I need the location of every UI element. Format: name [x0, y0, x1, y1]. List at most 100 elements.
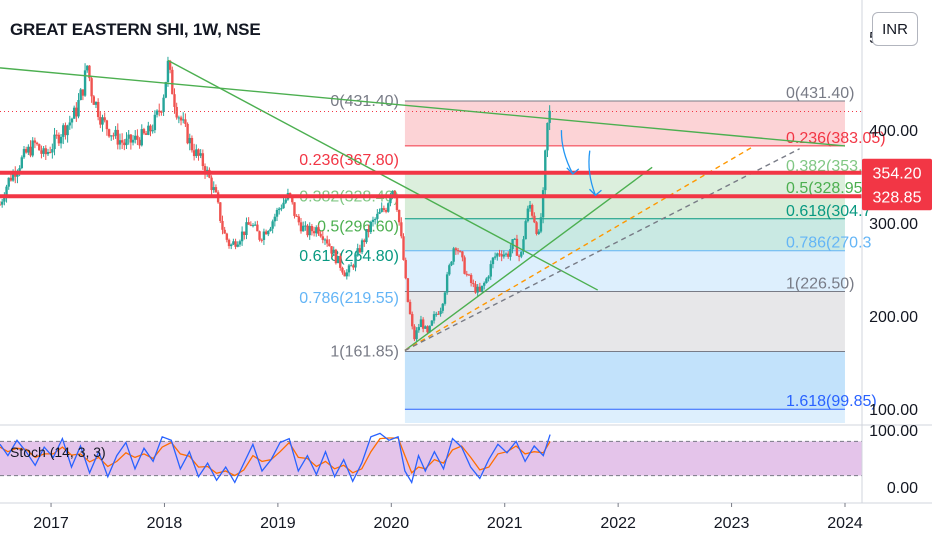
candle-body — [352, 265, 355, 268]
candle-body — [437, 313, 440, 315]
candle-body — [424, 326, 427, 329]
candle-body — [7, 177, 10, 187]
candle-body — [378, 211, 381, 214]
candle-body — [546, 122, 549, 151]
candle-body — [395, 197, 399, 210]
candle-body — [483, 282, 486, 286]
candle-body — [129, 134, 133, 143]
candle-body — [275, 209, 279, 217]
candle-body — [140, 129, 143, 146]
candle-body — [29, 146, 32, 156]
candle-body — [138, 139, 141, 146]
candle-body — [284, 199, 287, 203]
candle-body — [400, 222, 403, 237]
candle-body — [498, 253, 501, 255]
candle-body — [371, 219, 375, 222]
candle-body — [0, 204, 2, 206]
candle-body — [90, 78, 93, 97]
candle-body — [456, 250, 460, 252]
candle-body — [131, 139, 135, 143]
candle-body — [179, 117, 183, 121]
candle-body — [103, 117, 106, 121]
candle-body — [112, 135, 115, 137]
candle-body — [201, 153, 205, 167]
candle-body — [118, 140, 122, 145]
candle-body — [445, 274, 449, 293]
candle-body — [251, 225, 255, 227]
candle-body — [5, 186, 8, 198]
time-axis-tick: 2023 — [714, 515, 750, 532]
candle-body — [467, 274, 471, 276]
fib-zone — [404, 409, 845, 423]
candle-body — [175, 106, 178, 118]
candle-body — [260, 239, 263, 241]
candle-body — [411, 314, 414, 327]
candle-body — [389, 194, 392, 204]
fib-zone — [404, 173, 845, 197]
candle-body — [528, 205, 532, 209]
candle-body — [171, 69, 174, 95]
candle-body — [387, 203, 390, 212]
arrow-shaft — [560, 130, 574, 175]
currency-button[interactable]: INR — [872, 12, 918, 46]
candle-body — [0, 201, 4, 205]
candle-body — [382, 208, 386, 210]
candle-body — [162, 97, 165, 112]
fib-level-label: 0.786(270.3 — [786, 235, 872, 252]
candle-body — [195, 149, 198, 157]
candle-body — [35, 142, 39, 145]
candle-body — [452, 248, 455, 262]
candle-body — [123, 142, 126, 146]
candle-body — [55, 134, 58, 136]
candle-body — [280, 208, 283, 210]
candle-body — [197, 149, 200, 156]
trendline — [404, 148, 800, 352]
candle-body — [380, 208, 383, 212]
candle-body — [369, 221, 372, 233]
price-tag-label: 354.20 — [873, 166, 922, 183]
candle-body — [349, 265, 353, 267]
candle-body — [345, 272, 349, 277]
candle-body — [199, 153, 202, 156]
candle-body — [92, 96, 95, 105]
time-axis-tick: 2024 — [827, 515, 863, 532]
candle-body — [223, 229, 226, 234]
candle-body — [125, 138, 128, 146]
candle-body — [330, 246, 333, 254]
candle-body — [267, 230, 270, 235]
candle-body — [358, 248, 362, 253]
fib-level-label: 0.786(219.55) — [299, 290, 399, 307]
candle-body — [341, 267, 344, 273]
candle-body — [325, 239, 329, 244]
candle-body — [308, 226, 311, 236]
candle-body — [75, 107, 78, 117]
candle-body — [310, 226, 314, 232]
candle-body — [404, 259, 407, 279]
candle-body — [509, 249, 512, 257]
fib-zone — [404, 100, 845, 146]
candle-body — [219, 202, 222, 221]
candle-body — [182, 119, 185, 121]
candle-body — [210, 177, 213, 191]
candle-body — [343, 272, 346, 277]
candle-body — [192, 150, 196, 157]
candle-body — [253, 224, 257, 226]
stoch-axis-tick: 0.00 — [887, 480, 918, 497]
candle-body — [306, 225, 309, 236]
price-axis-tick: 300.00 — [869, 216, 918, 233]
candle-body — [535, 222, 538, 234]
candle-body — [469, 274, 473, 283]
fib-zone — [404, 196, 845, 219]
arrow-head — [589, 188, 602, 197]
candle-body — [22, 149, 26, 158]
candle-body — [406, 278, 410, 302]
candle-body — [354, 255, 357, 268]
candle-body — [59, 136, 63, 144]
candle-body — [258, 231, 261, 240]
candle-body — [347, 265, 351, 273]
candle-body — [44, 148, 48, 155]
fib-level-label: 0(431.40) — [786, 85, 855, 102]
candle-body — [522, 239, 525, 252]
